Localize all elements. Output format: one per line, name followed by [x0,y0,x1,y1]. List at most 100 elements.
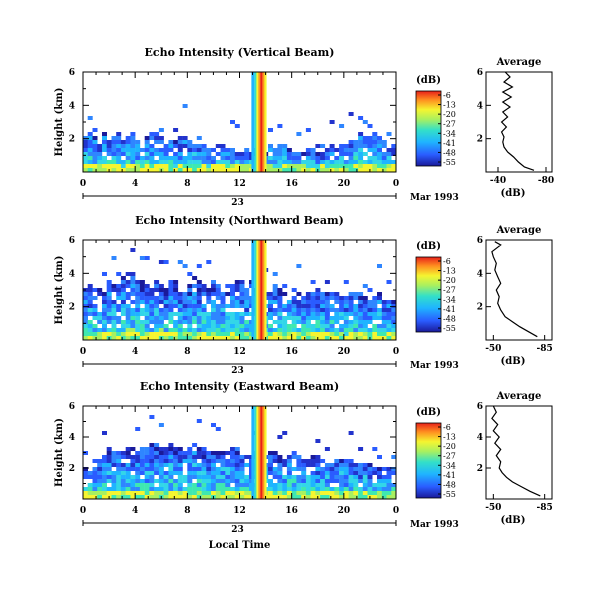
heatmap-cell [187,324,193,328]
heatmap-cell [135,328,141,332]
heatmap-cell [149,156,155,160]
heatmap-cell [268,160,273,164]
heatmap-cell [192,308,198,312]
heatmap-cell [348,312,354,316]
heatmap-cell [239,471,245,475]
heatmap-cell [173,487,179,491]
heatmap-cell [372,300,378,304]
heatmap-cell [168,467,174,471]
heatmap-cell [386,495,392,499]
colorbar-tick-label: -20 [443,442,456,451]
heatmap-cell [163,455,169,459]
average-y-tick-label: 6 [477,402,483,412]
panel-title: Echo Intensity (Eastward Beam) [140,380,339,393]
heatmap-cell [348,471,354,475]
heatmap-cell [381,300,387,304]
heatmap-cell [230,152,235,156]
heatmap-cell [225,479,231,483]
heatmap-cell [334,312,340,316]
average-y-tick-label: 4 [477,101,483,111]
heatmap-cell [225,148,231,152]
heatmap-cell [177,320,183,324]
heatmap-cell [268,479,273,483]
heatmap-cell [173,332,179,336]
heatmap-cell [116,332,122,336]
heatmap-cell [320,144,326,148]
heatmap-cell [386,308,392,312]
heatmap-cell [353,463,359,467]
heatmap-cell [220,308,226,312]
heatmap-cell [225,451,231,455]
heatmap-cell [348,164,354,168]
heatmap-cell [120,467,126,471]
heatmap-cell [168,328,174,332]
heatmap-cell [125,312,131,316]
heatmap-cell [182,475,188,479]
heatmap-cell [381,152,387,156]
heatmap-cell [111,168,117,172]
heatmap-cell [286,304,292,308]
heatmap-cell [211,475,216,479]
heatmap-cell [163,471,169,475]
heatmap-cell [272,168,278,172]
heatmap-cell [196,152,202,156]
heatmap-cell [339,300,345,304]
heatmap-cell [196,264,202,268]
heatmap-cell [92,156,98,160]
heatmap-cell [386,164,392,168]
heatmap-cell [92,459,98,463]
heatmap-cell [102,164,107,168]
heatmap-cell [377,495,382,499]
heatmap-cell [268,491,273,495]
heatmap-cell [116,336,122,340]
heatmap-cell [296,459,302,463]
heatmap-cell [239,316,245,320]
heatmap-cell [111,324,117,328]
heatmap-cell [286,475,292,479]
rain-column [254,406,257,499]
heatmap-cell [135,451,141,455]
heatmap-cell [192,451,198,455]
heatmap-cell [120,487,126,491]
heatmap-cell [377,312,382,316]
heatmap-cell [83,140,88,144]
heatmap-cell [182,320,188,324]
heatmap-cell [377,483,382,487]
heatmap-cell [320,471,326,475]
heatmap-cell [135,144,141,148]
heatmap-cell [144,256,150,260]
heatmap-cell [135,475,141,479]
heatmap-cell [135,495,141,499]
heatmap-cell [182,140,188,144]
heatmap-cell [268,471,273,475]
heatmap-cell [291,288,297,292]
heatmap-cell [125,316,131,320]
heatmap-cell [106,280,112,284]
heatmap-cell [377,336,382,340]
heatmap-cell [135,467,141,471]
heatmap-cell [329,152,335,156]
rain-column [251,406,255,499]
heatmap-cell [305,304,311,308]
heatmap-cell [192,455,198,459]
heatmap-cell [158,140,164,144]
heatmap-cell [362,136,368,140]
heatmap-cell [305,168,311,172]
heatmap-cell [130,332,136,336]
heatmap-cell [244,168,250,172]
heatmap-cell [158,316,164,320]
heatmap-cell [163,152,169,156]
heatmap-cell [135,292,141,296]
heatmap-cell [301,332,307,336]
heatmap-cell [192,459,198,463]
heatmap-cell [381,332,387,336]
heatmap-cell [272,455,278,459]
heatmap-cell [201,336,207,340]
heatmap-cell [220,324,226,328]
heatmap-cell [234,336,240,340]
heatmap-cell [305,495,311,499]
heatmap-cell [111,160,117,164]
heatmap-cell [83,292,88,296]
date-label: Mar 1993 [410,361,459,371]
heatmap-cell [377,455,382,459]
